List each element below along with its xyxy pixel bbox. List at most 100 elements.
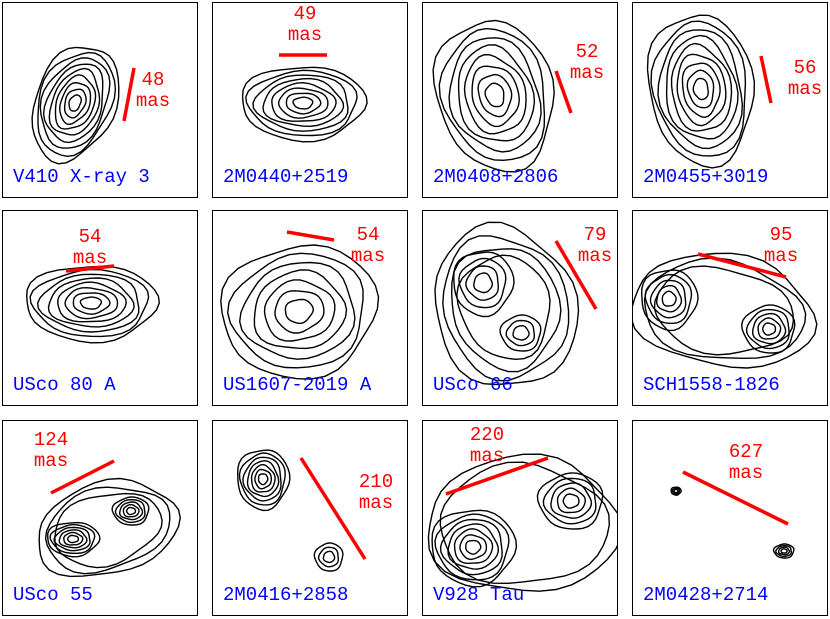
contour-line xyxy=(57,281,127,323)
contour-line xyxy=(751,312,787,345)
separation-value: 56 xyxy=(793,57,817,79)
contour-panel: 124 mas USco 55 xyxy=(2,420,198,616)
contour-line xyxy=(284,298,314,324)
contour-line xyxy=(257,473,269,486)
contour-line xyxy=(238,452,286,506)
contour-map xyxy=(31,46,136,165)
contour-line xyxy=(457,44,536,142)
contour-line xyxy=(775,545,792,558)
separation-value: 79 xyxy=(583,224,607,246)
contour-line xyxy=(25,265,161,344)
contour-line xyxy=(262,77,345,128)
contour-line xyxy=(550,482,593,519)
contour-line xyxy=(271,81,337,122)
contour-line xyxy=(242,456,282,502)
contour-line xyxy=(42,63,104,144)
contour-line xyxy=(499,314,542,352)
contour-panel: 210 mas 2M0416+2858 xyxy=(212,420,408,616)
contour-line xyxy=(63,531,84,546)
contour-line xyxy=(114,498,146,524)
contour-line xyxy=(236,449,291,512)
contour-line xyxy=(238,261,356,360)
contour-line xyxy=(274,290,325,334)
contour-line xyxy=(692,77,709,101)
scale-bar xyxy=(682,470,789,526)
contour-line xyxy=(111,496,150,526)
scale-bar xyxy=(554,70,573,114)
contour-line xyxy=(473,272,494,294)
contour-line xyxy=(453,251,515,318)
target-name: 2M0416+2858 xyxy=(223,584,349,606)
contour-line xyxy=(322,550,336,564)
contour-line xyxy=(317,546,339,568)
contour-line xyxy=(757,317,782,340)
contour-line xyxy=(649,279,687,319)
separation-unit: mas xyxy=(135,90,171,112)
contour-panel: 95 mas SCH1558-1826 xyxy=(632,210,828,406)
contour-line xyxy=(459,534,488,561)
target-name: SCH1558-1826 xyxy=(643,374,780,396)
contour-map xyxy=(646,14,773,169)
contour-line xyxy=(657,29,744,150)
contour-line xyxy=(252,74,349,132)
contour-map xyxy=(241,53,368,143)
separation-unit: mas xyxy=(72,247,108,269)
contour-line xyxy=(673,488,679,494)
contour-line xyxy=(562,493,580,509)
contour-line xyxy=(246,460,280,498)
contour-line xyxy=(54,74,97,130)
contour-line xyxy=(72,292,111,315)
contour-line xyxy=(471,65,521,128)
contour-line xyxy=(79,296,103,310)
scale-bar xyxy=(697,252,787,279)
contour-line xyxy=(463,53,527,135)
target-name: V928 Tau xyxy=(433,584,525,606)
contour-line xyxy=(644,273,693,324)
contour-panel: 48 mas V410 X-ray 3 xyxy=(2,2,198,198)
separation-value: 95 xyxy=(769,224,793,246)
contour-line xyxy=(64,286,119,320)
contour-line xyxy=(37,51,117,158)
contour-line xyxy=(439,461,611,585)
contour-panel: 79 mas USco 66 xyxy=(422,210,618,406)
separation-unit: mas xyxy=(787,78,823,100)
contour-line xyxy=(640,269,699,332)
contour-line xyxy=(36,273,140,333)
contour-line xyxy=(681,62,721,119)
contour-line xyxy=(670,486,682,496)
target-name: USco 55 xyxy=(13,584,93,606)
contour-line xyxy=(53,526,91,552)
separation-unit: mas xyxy=(33,450,69,472)
contour-line xyxy=(432,19,555,173)
contour-panel: 627 mas 2M0428+2714 xyxy=(632,420,828,616)
contour-line xyxy=(245,69,358,137)
contour-line xyxy=(122,503,140,518)
separation-value: 210 xyxy=(358,471,394,493)
contour-line xyxy=(63,88,87,119)
contour-map xyxy=(432,19,573,173)
contour-line xyxy=(646,14,756,169)
target-name: 2M0440+2519 xyxy=(223,166,349,188)
contour-panel: 52 mas 2M0408+2806 xyxy=(422,2,618,198)
contour-line xyxy=(118,501,144,521)
scale-bar xyxy=(50,459,115,495)
contour-line xyxy=(477,73,513,118)
contour-line xyxy=(556,487,587,514)
contour-line xyxy=(66,534,80,544)
contour-line xyxy=(31,46,120,165)
contour-line xyxy=(536,472,604,530)
contour-line xyxy=(661,290,677,307)
scale-bar xyxy=(759,55,773,104)
contour-line xyxy=(512,324,530,341)
contour-line xyxy=(254,468,273,490)
contour-line xyxy=(38,477,182,578)
contour-line xyxy=(745,308,790,350)
separation-unit: mas xyxy=(569,62,605,84)
contour-line xyxy=(448,37,542,153)
contour-line xyxy=(676,53,727,127)
contour-line xyxy=(655,284,683,313)
contour-line xyxy=(772,543,795,559)
separation-value: 220 xyxy=(469,424,505,446)
scale-bar xyxy=(299,457,367,560)
target-name: USco 80 A xyxy=(13,374,116,396)
